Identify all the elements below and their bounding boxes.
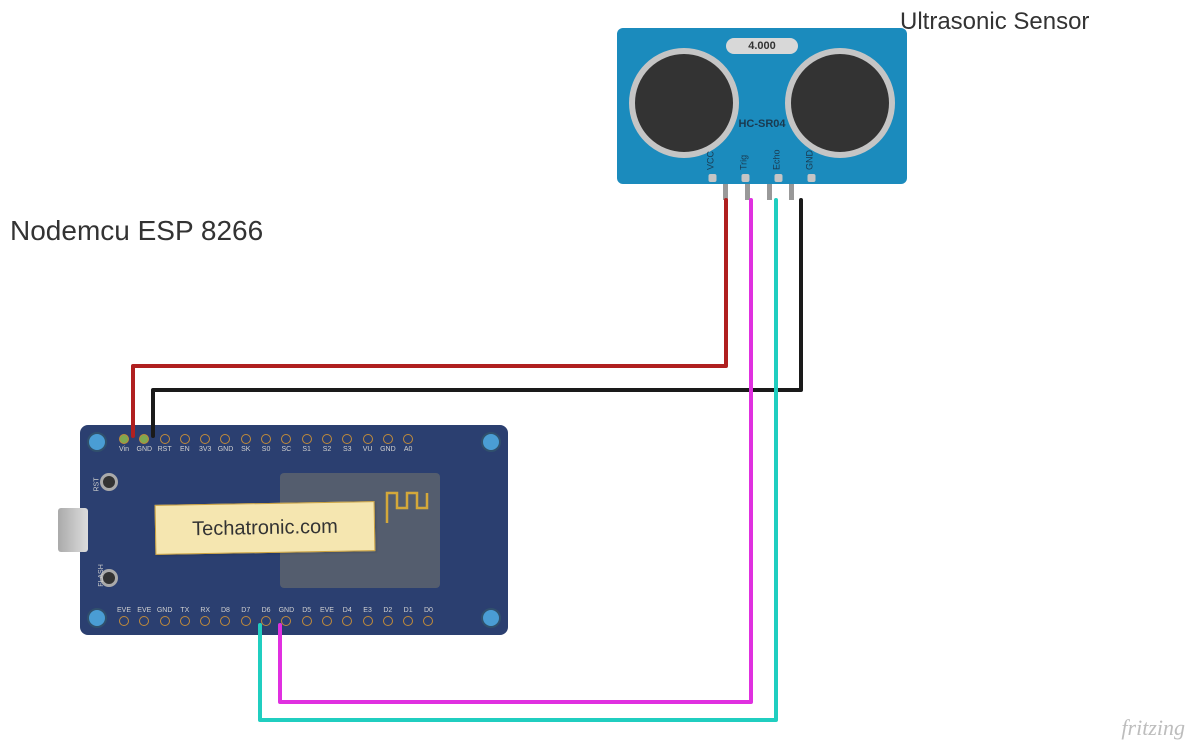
mcu-pin: D8 [219, 607, 231, 626]
mcu-pin: A0 [402, 434, 414, 453]
mcu-pin: EN [179, 434, 191, 453]
mcu-pin: S2 [321, 434, 333, 453]
mcu-pin: SC [280, 434, 292, 453]
rst-button-icon [100, 473, 118, 491]
mcu-pin: GND [159, 607, 171, 626]
wires-layer [0, 0, 1200, 753]
sensor-transducer-right [785, 48, 895, 158]
mcu-pin: GND [138, 434, 150, 453]
mcu-pin: GND [382, 434, 394, 453]
rst-label: RST [94, 478, 101, 492]
flash-label: FLASH [98, 564, 105, 587]
mcu-pin: RX [199, 607, 211, 626]
sensor-leads [723, 184, 794, 200]
mount-hole-icon [481, 432, 501, 452]
mcu-pin: GND [219, 434, 231, 453]
mcu-pin: D1 [402, 607, 414, 626]
mcu-pin: D7 [240, 607, 252, 626]
mcu-pin: VU [362, 434, 374, 453]
mcu-pin: S0 [260, 434, 272, 453]
mcu-pin: EVE [118, 607, 130, 626]
mcu-pin: S1 [301, 434, 313, 453]
mcu-pin: D0 [422, 607, 434, 626]
mcu-pin: 3V3 [199, 434, 211, 453]
mount-hole-icon [87, 608, 107, 628]
mcu-pin-row-top: Vin GND RST EN 3V3 GND SK S0 SC S1 S2 S3 VU GND A0 [118, 434, 414, 453]
sensor-crystal: 4.000 [726, 38, 798, 54]
mcu-pin: D6 [260, 607, 272, 626]
mcu-pin: D4 [341, 607, 353, 626]
sensor-pin-row: VCC Trig Echo GND [702, 152, 823, 184]
sensor-pin-echo: Echo [768, 152, 790, 184]
mcu-pin: TX [179, 607, 191, 626]
sensor-label: Ultrasonic Sensor [900, 8, 1089, 36]
sensor-pin-gnd: GND [801, 152, 823, 184]
sensor-model-label: HC-SR04 [738, 118, 785, 130]
fritzing-watermark: fritzing [1121, 715, 1185, 741]
mcu-pin: Vin [118, 434, 130, 453]
mount-hole-icon [481, 608, 501, 628]
mount-hole-icon [87, 432, 107, 452]
brand-sticker: Techatronic.com [155, 501, 376, 555]
mcu-pin: SK [240, 434, 252, 453]
sensor-pin-trig: Trig [735, 152, 757, 184]
mcu-pin-row-bottom: EVE EVE GND TX RX D8 D7 D6 GND D5 EVE D4 E3 D2 D1 D0 [118, 607, 434, 626]
mcu-pin: S3 [341, 434, 353, 453]
nodemcu-board: RST FLASH Techatronic.com Vin GND RST EN 3V3… [80, 425, 508, 635]
mcu-pin: EVE [321, 607, 333, 626]
sensor-transducer-left [629, 48, 739, 158]
mcu-pin: D2 [382, 607, 394, 626]
antenna-icon [382, 488, 432, 528]
mcu-pin: EVE [138, 607, 150, 626]
usb-port-icon [58, 508, 88, 552]
mcu-pin: D5 [301, 607, 313, 626]
mcu-pin: E3 [362, 607, 374, 626]
ultrasonic-sensor: 4.000 HC-SR04 VCC Trig Echo GND [617, 28, 907, 184]
sensor-pin-vcc: VCC [702, 152, 724, 184]
mcu-pin: RST [159, 434, 171, 453]
nodemcu-label: Nodemcu ESP 8266 [10, 215, 263, 247]
mcu-pin: GND [280, 607, 292, 626]
